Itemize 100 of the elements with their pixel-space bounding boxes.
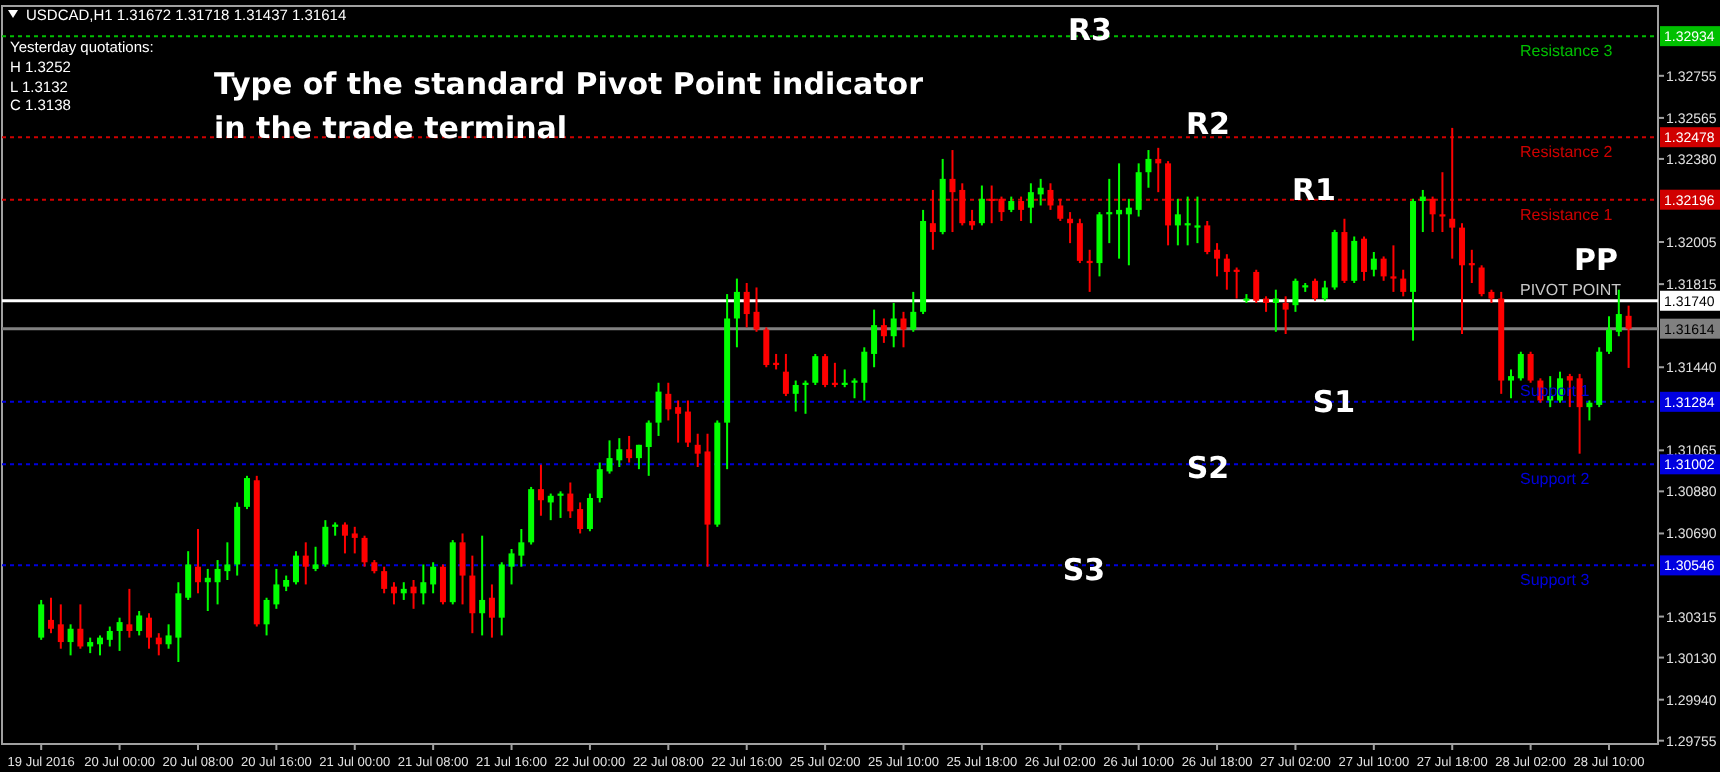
candlestick (1312, 277, 1319, 302)
candlestick (1468, 248, 1475, 285)
candlestick (341, 521, 348, 555)
candlestick (1018, 195, 1025, 222)
candlestick (38, 598, 45, 641)
annotation: S3 (1062, 552, 1106, 588)
candlestick (890, 301, 897, 349)
annotation: S2 (1186, 450, 1230, 486)
candlestick (763, 326, 770, 369)
annotation: S1 (1312, 384, 1356, 420)
candlestick (459, 532, 466, 606)
candlestick (626, 434, 633, 464)
ref-line-label: Support 2 (1520, 470, 1591, 489)
candlestick (694, 432, 701, 468)
candlestick (96, 634, 103, 657)
candlestick (57, 603, 64, 650)
candlestick (812, 352, 819, 386)
candlestick (1625, 304, 1632, 369)
candlestick (929, 188, 936, 251)
candlestick (1194, 195, 1201, 245)
candlestick (1321, 279, 1328, 302)
candlestick (243, 474, 250, 511)
candlestick (537, 463, 544, 517)
candlestick (145, 612, 152, 650)
candlestick (802, 379, 809, 415)
candlestick (1606, 315, 1613, 355)
candlestick (469, 554, 476, 635)
candlestick (1076, 217, 1083, 265)
candlestick (106, 625, 113, 648)
ref-line-label: Support 3 (1520, 571, 1591, 590)
candlestick (1390, 244, 1397, 293)
candlestick (126, 587, 133, 639)
candlestick (861, 346, 868, 402)
candlestick (439, 563, 446, 606)
candlestick (1106, 177, 1113, 245)
candlestick (1517, 350, 1524, 382)
candlestick (596, 461, 603, 504)
candlestick (684, 399, 691, 449)
annotation: in the trade terminal (214, 110, 568, 146)
candlestick (733, 277, 740, 349)
candlestick (1047, 182, 1054, 211)
candlestick (645, 419, 652, 477)
candlestick (1174, 197, 1181, 247)
candlestick (949, 149, 956, 234)
candlestick (900, 310, 907, 349)
candlestick (655, 381, 662, 437)
candlestick (302, 541, 309, 586)
candlestick (880, 317, 887, 344)
candlestick (136, 610, 143, 637)
candlestick (978, 184, 985, 227)
candlestick (1439, 171, 1446, 234)
candlestick (1057, 197, 1064, 222)
candlestick (322, 519, 329, 568)
candlestick (1380, 255, 1387, 282)
annotation: R2 (1186, 106, 1230, 142)
ref-line-label: Resistance 1 (1520, 205, 1614, 224)
candlestick (1145, 149, 1152, 189)
candlestick (1282, 295, 1289, 335)
candlestick (1037, 177, 1044, 207)
candlestick (1253, 268, 1260, 304)
candlestick (1527, 350, 1534, 384)
candlestick (910, 290, 917, 333)
annotation: Type of the standard Pivot Point indicator (214, 66, 925, 102)
candlestick (361, 534, 368, 568)
candlestick (1223, 253, 1230, 291)
candlestick (871, 308, 878, 369)
candlestick (47, 596, 54, 635)
candlestick (743, 282, 750, 329)
candlestick (1214, 242, 1221, 278)
candlestick (547, 492, 554, 522)
annotation: R3 (1068, 12, 1112, 48)
candlestick (831, 361, 838, 389)
candlestick (665, 381, 672, 422)
candlestick (675, 399, 682, 444)
candlestick (1449, 126, 1456, 260)
ref-line-label: PIVOT POINT (1520, 280, 1622, 299)
candlestick (420, 563, 427, 606)
candlestick (1184, 195, 1191, 247)
candlestick (1125, 197, 1132, 267)
candlestick (851, 377, 858, 400)
candlestick (381, 565, 388, 595)
annotation: R1 (1292, 172, 1336, 208)
candlestick (1086, 248, 1093, 293)
candlestick (488, 583, 495, 639)
ref-line-label: Resistance 2 (1520, 143, 1614, 162)
candlestick (557, 490, 564, 519)
candlestick (390, 581, 397, 606)
candlestick (67, 623, 74, 657)
candlestick (312, 545, 319, 573)
candlestick (1027, 182, 1034, 225)
candlestick (753, 286, 760, 333)
candlestick (635, 443, 642, 471)
candlestick (1508, 368, 1515, 400)
candlestick (479, 534, 486, 637)
candlestick (292, 550, 299, 586)
candlestick (586, 492, 593, 533)
candlestick (1370, 251, 1377, 278)
candlestick (77, 603, 84, 650)
candlestick (822, 352, 829, 389)
annotation: PP (1574, 242, 1618, 278)
